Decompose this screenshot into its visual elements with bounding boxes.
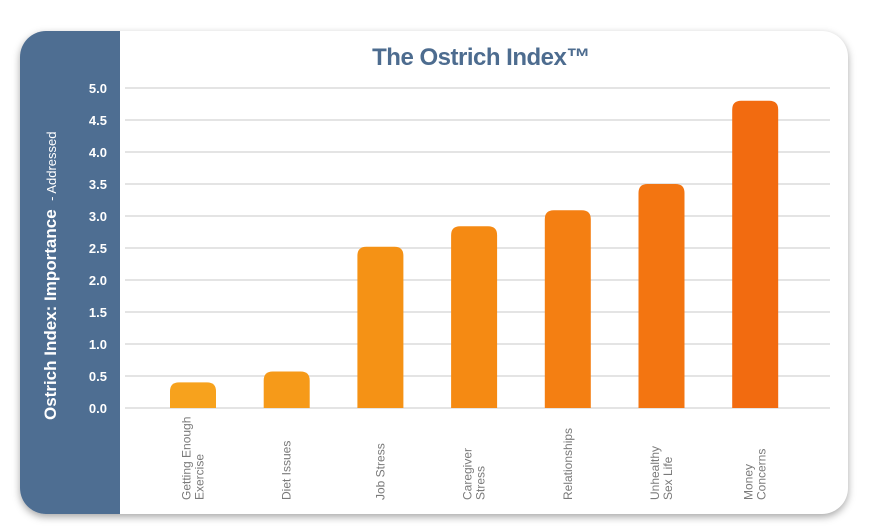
x-tick-label: Relationships: [561, 428, 575, 500]
x-tick-label: Diet Issues: [280, 441, 294, 500]
y-axis-label-sub: - Addressed: [44, 132, 59, 201]
x-tick-label: CaregiverStress: [461, 448, 488, 500]
y-tick-label: 4.5: [89, 113, 107, 128]
y-tick-label: 3.5: [89, 177, 107, 192]
y-tick-label: 1.5: [89, 305, 107, 320]
y-tick-label: 1.0: [89, 337, 107, 352]
y-tick-label: 2.0: [89, 273, 107, 288]
bar: [451, 226, 498, 408]
x-tick-label-line: Diet Issues: [280, 441, 294, 500]
x-tick-label: Getting EnoughExercise: [180, 417, 207, 500]
bar: [357, 246, 404, 408]
x-tick-label-line: Money: [742, 464, 756, 500]
x-tick-label-line: Concerns: [755, 449, 769, 500]
ostrich-index-chart: The Ostrich Index™ Ostrich Index: Import…: [41, 44, 830, 500]
y-axis-label-main: Ostrich Index: Importance: [41, 209, 60, 420]
x-tick-label: Job Stress: [373, 443, 387, 500]
y-axis-panel: [20, 31, 120, 514]
bar: [638, 184, 685, 408]
x-tick-label-line: Relationships: [561, 428, 575, 500]
x-tick-label-line: Sex Life: [661, 456, 675, 500]
y-tick-label: 4.0: [89, 145, 107, 160]
x-tick-label-line: Getting Enough: [180, 417, 194, 500]
chart-title: The Ostrich Index™: [372, 44, 590, 71]
bar: [170, 382, 216, 408]
y-tick-label: 0.0: [89, 401, 107, 416]
x-tick-label-line: Job Stress: [373, 443, 387, 500]
x-tick-label-line: Stress: [474, 466, 488, 500]
y-tick-label: 3.0: [89, 209, 107, 224]
x-tick-label-line: Exercise: [193, 454, 207, 500]
bar: [263, 371, 310, 408]
x-tick-label: UnhealthySex Life: [648, 446, 675, 500]
y-tick-label: 2.5: [89, 241, 107, 256]
svg-text:Ostrich Index: Importance: Ostrich Index: Importance - Addressed: [41, 132, 60, 421]
bar: [544, 210, 591, 408]
bar: [732, 100, 779, 409]
y-axis-label: Ostrich Index: Importance - Addressed: [41, 132, 60, 421]
x-tick-label-line: Caregiver: [461, 448, 475, 500]
chart-card: The Ostrich Index™ Ostrich Index: Import…: [20, 31, 848, 514]
y-tick-label: 5.0: [89, 81, 107, 96]
x-tick-label-line: Unhealthy: [648, 446, 662, 500]
y-tick-label: 0.5: [89, 369, 107, 384]
x-tick-label: MoneyConcerns: [742, 449, 769, 500]
